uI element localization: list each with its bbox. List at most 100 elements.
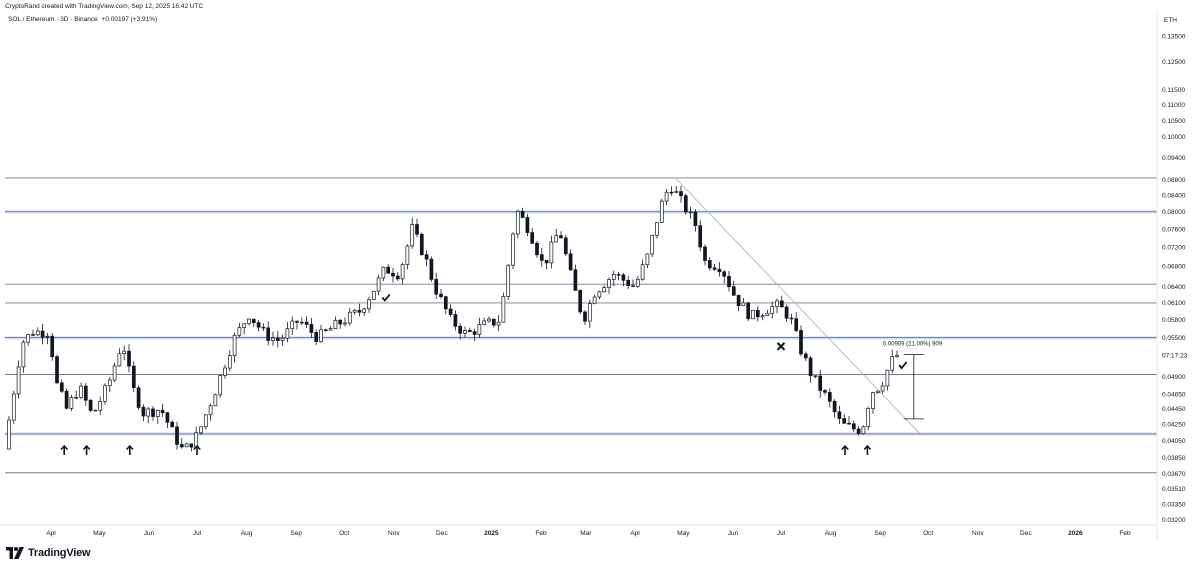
candle-down	[136, 387, 141, 408]
candle-down	[424, 254, 429, 260]
candle-down	[717, 268, 722, 273]
candle-down	[151, 408, 155, 417]
candle-up	[400, 264, 405, 280]
candle-up	[554, 235, 559, 243]
candle-down	[261, 326, 266, 329]
candle-up	[664, 191, 669, 202]
x-tick-label: Apr	[630, 530, 641, 537]
candle-up	[93, 409, 98, 412]
y-tick-label: 0.07200	[1162, 245, 1186, 252]
candle-up	[280, 337, 285, 341]
candle-up	[487, 318, 491, 322]
symbol-legend[interactable]: SOL / Ethereum · 3D · Binance +0.00197 (…	[8, 16, 157, 23]
candle-down	[64, 390, 69, 409]
candle-down	[851, 423, 856, 430]
y-tick-label: 0.10500	[1162, 118, 1186, 125]
candle-up	[213, 394, 218, 407]
cross-mark-icon	[776, 342, 786, 351]
up-arrow-icon	[126, 444, 134, 455]
candle-down	[429, 258, 434, 280]
x-tick-label: Oct	[923, 530, 933, 537]
candle-up	[511, 233, 515, 266]
candle-down	[40, 330, 45, 338]
candle-up	[155, 409, 160, 417]
candle-up	[655, 222, 659, 236]
candle-up	[184, 443, 189, 448]
tradingview-logo-icon	[6, 547, 24, 559]
x-tick-label: Jul	[193, 530, 202, 537]
candle-down	[578, 290, 583, 313]
candle-down	[799, 330, 803, 355]
candle-up	[376, 277, 381, 292]
candle-down	[295, 320, 299, 323]
axes: ETH 0.13500 0.12500 0.11500 0.11000 0.10500 0.…	[0, 10, 1188, 540]
up-arrow-head	[193, 444, 201, 451]
brand-name: TradingView	[28, 547, 91, 559]
candle-down	[256, 322, 261, 328]
candle-down	[818, 375, 823, 391]
candle-down	[712, 267, 717, 270]
candle-up	[871, 392, 875, 409]
candle-down	[59, 382, 64, 392]
candle-down	[304, 321, 309, 325]
cross-stroke	[776, 342, 786, 351]
candle-down	[251, 318, 256, 323]
x-tick-label: Jun	[144, 530, 155, 537]
candle-up	[343, 322, 347, 325]
candle-down	[803, 353, 808, 359]
candle-up	[371, 290, 376, 300]
candle-up	[16, 366, 21, 395]
support-resistance-levels	[5, 177, 1157, 474]
candle-down	[823, 390, 827, 393]
candle-up	[285, 328, 290, 339]
candle-down	[472, 331, 477, 335]
candle-up	[866, 408, 871, 428]
up-arrow-icon	[193, 444, 201, 455]
y-tick-label: 0.06400	[1162, 284, 1186, 291]
candle-up	[875, 390, 880, 394]
candle-down	[357, 309, 362, 313]
measure-label: 0.00909 (21.00%) 909	[883, 342, 943, 348]
x-tick-label: Nov	[972, 530, 984, 537]
candle-down	[309, 324, 314, 333]
candlestick-series	[7, 185, 899, 452]
price-axis-unit: ETH	[1164, 17, 1177, 24]
candle-down	[266, 327, 271, 341]
candle-up	[607, 279, 611, 288]
candle-up	[45, 335, 50, 338]
candle-down	[443, 296, 448, 310]
candle-down	[832, 400, 837, 413]
x-tick-label: Dec	[436, 530, 448, 537]
candle-down	[83, 385, 88, 401]
candle-down	[563, 237, 568, 255]
candle-down	[616, 274, 621, 276]
candle-down	[525, 217, 530, 233]
candle-up	[11, 393, 16, 421]
y-tick-label: 0.04900	[1162, 374, 1186, 381]
candle-down	[439, 293, 443, 297]
candle-down	[170, 421, 175, 428]
candle-down	[275, 337, 280, 341]
tradingview-brand[interactable]: TradingView	[6, 547, 91, 559]
y-tick-label: 0.05500	[1162, 335, 1186, 342]
candle-up	[218, 375, 223, 396]
up-arrow-head	[126, 444, 134, 451]
candle-up	[199, 426, 203, 434]
candle-up	[688, 211, 693, 214]
candle-down	[784, 306, 789, 319]
y-tick-label: 0.04050	[1162, 438, 1186, 445]
candle-up	[885, 369, 890, 387]
annotation-marks: 0.00909 (21.00%) 909	[60, 293, 943, 455]
downtrend-line	[675, 177, 921, 435]
candle-up	[501, 296, 506, 323]
candle-up	[107, 379, 112, 387]
candle-down	[626, 279, 631, 287]
candle-up	[506, 264, 511, 297]
x-tick-label: Feb	[535, 530, 547, 537]
candle-down	[794, 318, 799, 331]
candle-up	[602, 287, 607, 293]
candle-up	[367, 299, 371, 310]
candle-up	[232, 334, 237, 356]
candle-down	[520, 210, 525, 218]
